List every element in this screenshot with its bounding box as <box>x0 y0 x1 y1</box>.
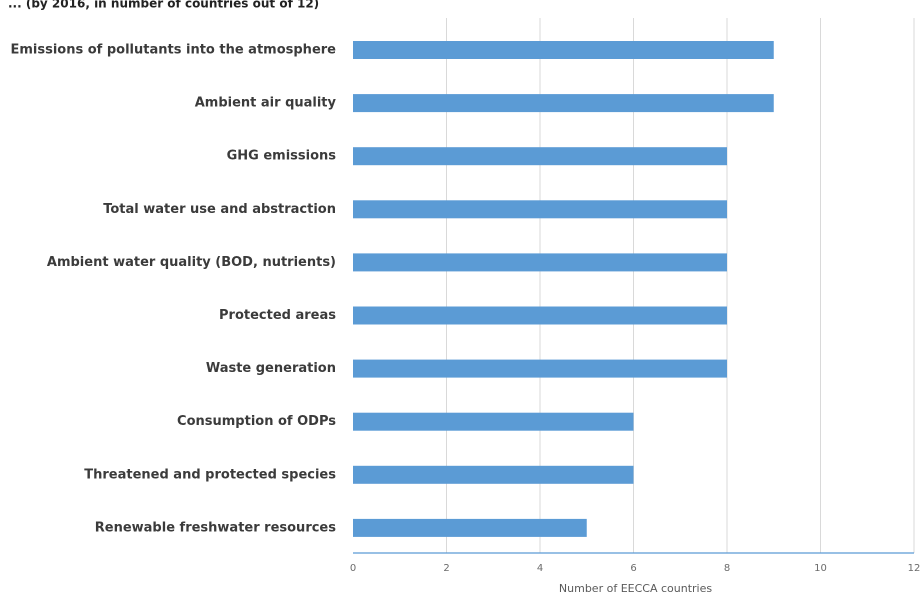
bars <box>353 41 774 537</box>
bar <box>353 94 774 113</box>
x-tick-labels: 0 2 4 6 8 10 12 <box>350 563 921 574</box>
category-label: GHG emissions <box>227 149 337 164</box>
bar <box>353 253 727 272</box>
category-label: Protected areas <box>219 308 336 323</box>
bar <box>353 306 727 325</box>
x-tick-label: 0 <box>350 563 356 574</box>
x-tick-label: 12 <box>908 563 921 574</box>
x-tick-label: 4 <box>537 563 543 574</box>
bar <box>353 147 727 166</box>
category-label: Renewable freshwater resources <box>95 520 336 535</box>
category-label: Waste generation <box>206 361 336 376</box>
category-label: Ambient water quality (BOD, nutrients) <box>47 255 336 270</box>
category-label: Consumption of ODPs <box>177 414 336 429</box>
x-tick-label: 2 <box>443 563 449 574</box>
x-tick-label: 6 <box>630 563 636 574</box>
bar <box>353 518 587 537</box>
bar <box>353 359 727 378</box>
bar <box>353 200 727 219</box>
bar <box>353 465 634 484</box>
x-tick-label: 10 <box>814 563 827 574</box>
x-tick-label: 8 <box>724 563 730 574</box>
category-label: Ambient air quality <box>195 96 337 111</box>
bar <box>353 412 634 431</box>
category-label: Emissions of pollutants into the atmosph… <box>10 43 336 58</box>
category-label: Total water use and abstraction <box>103 202 336 217</box>
category-labels: Emissions of pollutants into the atmosph… <box>10 43 336 536</box>
clipped-title-text: ... (by 2016, in number of countries out… <box>8 0 319 11</box>
x-axis-title: Number of EECCA countries <box>559 582 712 592</box>
category-label: Threatened and protected species <box>84 467 336 482</box>
bar <box>353 41 774 59</box>
